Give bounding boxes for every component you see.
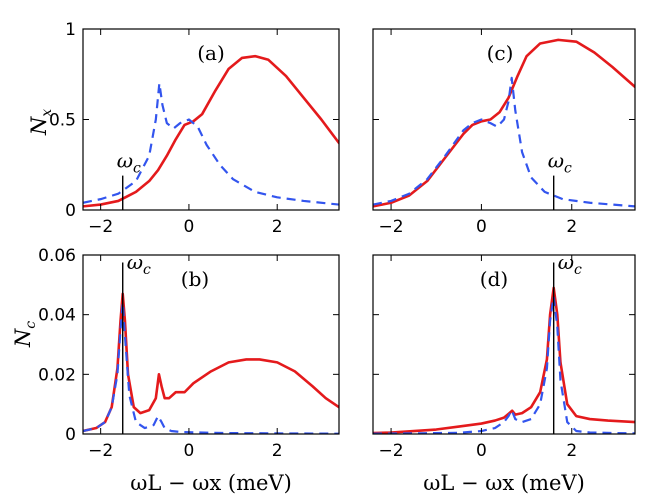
panel-a-label: (a) [197,41,225,65]
panel-c-series-dashed [373,76,635,208]
panel-a-series-solid [83,54,339,208]
panel-b-ytick-label: 0.04 [38,306,76,326]
panel-b-xlabel: ωL − ωx (meV) [130,471,292,495]
panel-a-omega-c-label: ωc [117,149,141,177]
panel-a-series-dashed [83,82,339,206]
panel-d: −2 0 2 ωc (d) ωL − ωx (meV) [372,250,636,495]
panel-b-series-dashed [83,301,339,434]
panel-c-label: (c) [487,41,514,65]
panel-a-xtick-label: 0 [184,217,195,237]
panel-a-xtick-label: 2 [272,217,283,237]
panel-b-label: (b) [181,267,209,291]
panel-c-xtick-label: −2 [379,217,404,237]
panel-d-omega-c-label: ωc [558,250,582,278]
panel-a-xtick-label: −2 [88,217,113,237]
panel-d-xlabel: ωL − ωx (meV) [423,471,585,495]
panel-b-omega-c-label: ωc [127,250,151,278]
panel-c-omega-c-label: ωc [548,149,572,177]
panel-a-ytick-label: 1 [65,20,76,40]
panel-d-frame [372,254,636,435]
panel-b-xtick-label: −2 [88,441,113,461]
panel-a-ylabel: Nx [27,109,55,136]
panel-c-xtick-label: 0 [476,217,487,237]
panel-b-ytick-label: 0.02 [38,365,76,385]
panel-b-ylabel: Nc [11,321,39,348]
panel-d-series-solid [373,286,635,434]
panel-a-ytick-label: 0.5 [49,111,76,131]
panel-d-label: (d) [480,267,508,291]
panel-a-ytick-label: 0 [65,201,76,221]
panel-b-series-solid [83,292,339,433]
panel-b-frame [82,254,340,435]
panel-b: −2 0 2 0 0.02 0.04 0.06 ωc (b) Nc ωL − ωx (meV… [11,246,340,495]
panel-b-xtick-label: 2 [272,441,283,461]
panel-b-ytick-label: 0 [65,425,76,445]
panel-d-series-dashed [373,295,635,434]
panel-b-xtick-label: 0 [184,441,195,461]
panel-b-ytick-label: 0.06 [38,246,76,266]
panel-c-series-solid [373,38,635,208]
panel-d-xtick-label: 2 [566,441,577,461]
panel-d-xtick-label: −2 [379,441,404,461]
panel-d-xtick-label: 0 [476,441,487,461]
panel-a: −2 0 2 0 0.5 1 ωc (a) Nx [27,20,340,237]
panel-c-xtick-label: 2 [566,217,577,237]
panel-c: −2 0 2 ωc (c) [372,28,636,237]
